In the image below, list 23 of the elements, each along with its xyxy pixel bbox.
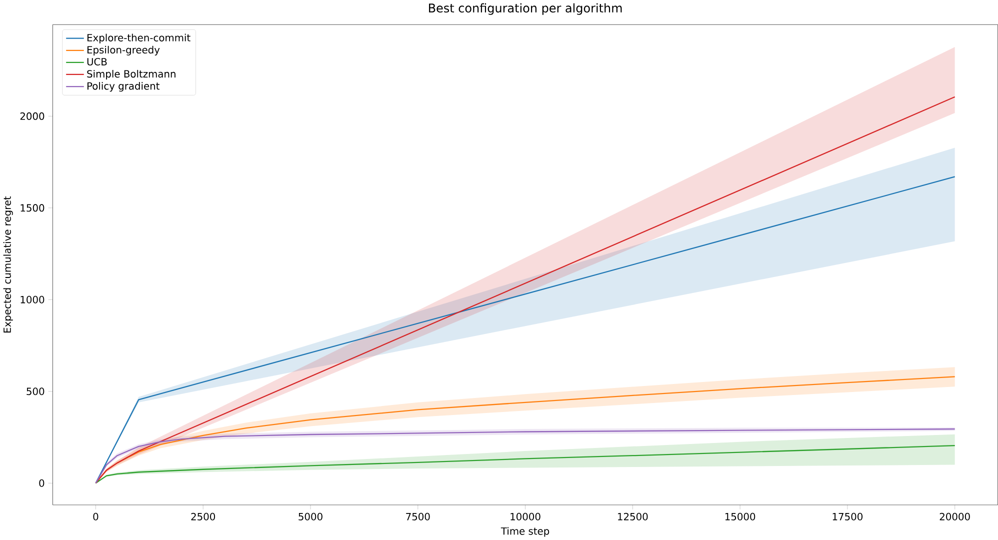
x-tick-label: 5000	[298, 512, 322, 520]
y-axis-title: Expected cumulative regret	[3, 196, 13, 332]
x-tick-label: 15000	[725, 512, 756, 520]
y-tick-label: 2000	[20, 112, 44, 120]
y-tick-label: 1000	[20, 296, 44, 304]
x-tick-label: 2500	[191, 512, 216, 520]
x-tick-label: 17500	[832, 512, 862, 520]
x-axis-title: Time step	[500, 527, 550, 537]
legend-label: Explore-then-commit	[87, 34, 190, 44]
x-tick-label: 12500	[618, 512, 648, 520]
legend-label: Simple Boltzmann	[87, 70, 176, 80]
legend-label: Policy gradient	[87, 82, 160, 92]
line-series	[95, 444, 956, 484]
y-tick-label: 0	[39, 479, 44, 487]
x-tick-label: 10000	[510, 512, 540, 520]
x-tick-label: 0	[93, 512, 98, 520]
y-tick-label: 500	[26, 388, 44, 396]
legend-label: UCB	[87, 58, 107, 66]
x-tick-label: 7500	[406, 512, 430, 520]
chart-title: Best configuration per algorithm	[429, 3, 622, 15]
legend-label: Epsilon-greedy	[87, 46, 160, 56]
y-tick-label: 1500	[20, 204, 44, 212]
x-tick-label: 20000	[940, 512, 970, 520]
